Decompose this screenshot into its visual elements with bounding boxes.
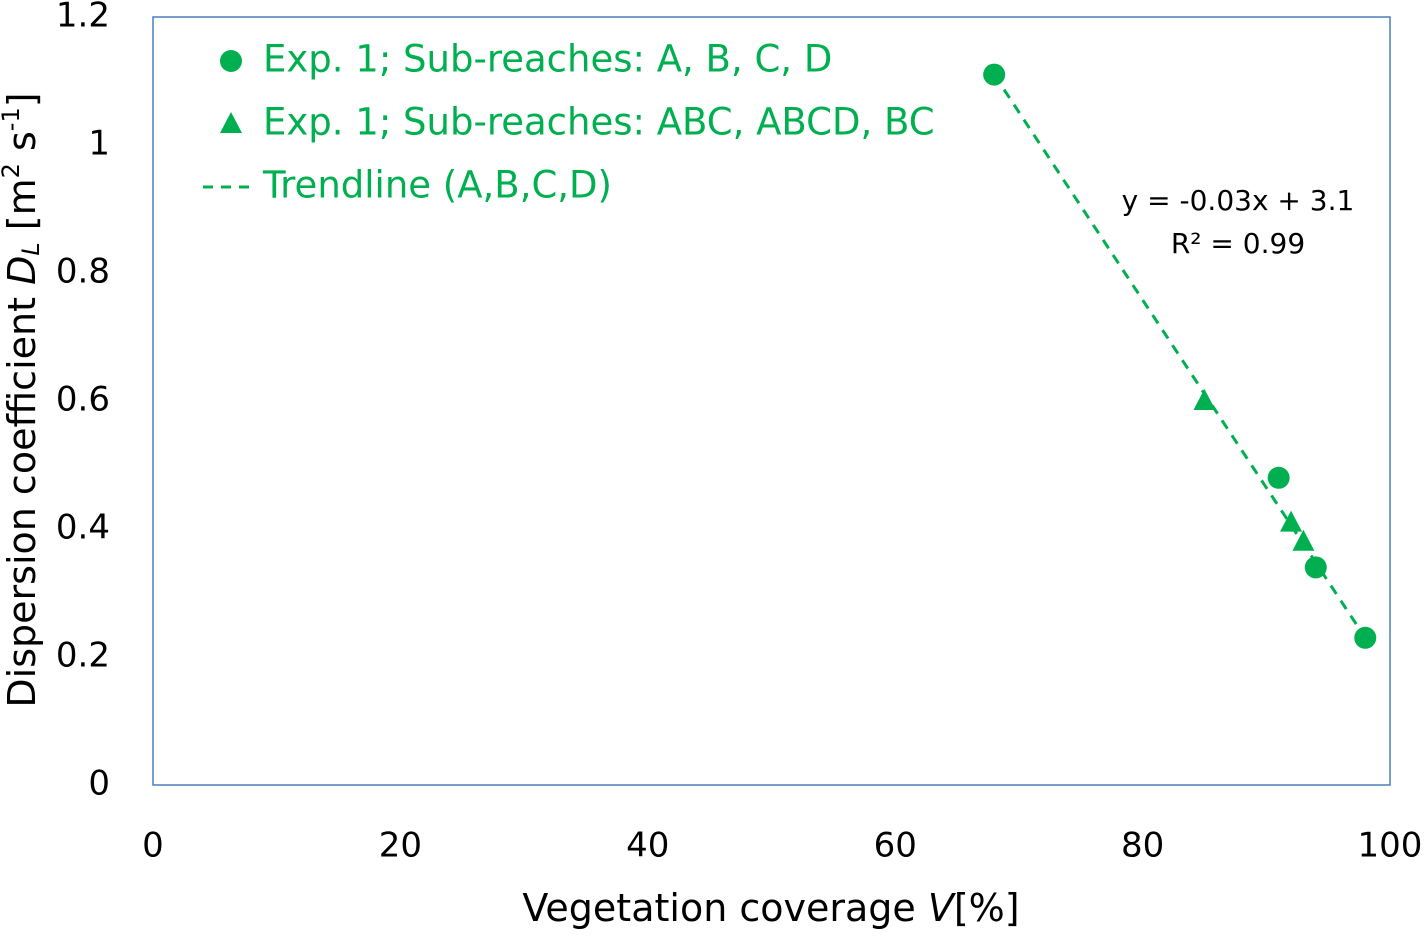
y-tick-label: 0.6 (56, 380, 110, 420)
x-label-part: [%] (954, 886, 1020, 930)
x-label-part: Vegetation coverage (522, 886, 927, 930)
y-axis-label: Dispersion coefficient DL [m2 s-1] (0, 92, 45, 707)
x-tick-label: 60 (874, 826, 917, 866)
legend-marker (220, 50, 242, 72)
point (1292, 529, 1315, 551)
y-tick-label: 1.2 (56, 0, 110, 36)
x-axis-label: Vegetation coverage V[%] (522, 886, 1019, 930)
point (1267, 466, 1290, 489)
y-tick-label: 0 (88, 764, 110, 804)
y-tick-label: 0.4 (56, 508, 110, 548)
y-label-part: L (17, 242, 45, 255)
x-tick-label: 0 (142, 826, 164, 866)
legend-label: Exp. 1; Sub-reaches: ABC, ABCD, BC (263, 101, 935, 144)
annotation: R² = 0.99 (1171, 227, 1305, 260)
x-tick-label: 40 (626, 826, 669, 866)
y-label-part: -1 (0, 107, 25, 131)
y-label-part: D (0, 256, 44, 285)
legend-label: Trendline (A,B,C,D) (262, 164, 612, 207)
x-label-part: V (928, 886, 957, 930)
x-tick-label: 100 (1358, 826, 1423, 866)
point (1193, 389, 1216, 410)
y-tick-label: 0.8 (56, 252, 110, 292)
y-tick-label: 1 (88, 124, 110, 164)
y-label-part: Dispersion coefficient (0, 285, 44, 708)
y-label-part: ] (0, 92, 44, 107)
legend-marker (220, 112, 242, 133)
trendline (992, 73, 1367, 639)
y-tick-label: 0.2 (56, 636, 110, 676)
plot-border (152, 16, 1391, 786)
y-label-part: s (0, 131, 44, 163)
point (1280, 510, 1303, 532)
x-tick-label: 20 (379, 826, 422, 866)
legend-label: Exp. 1; Sub-reaches: A, B, C, D (263, 38, 832, 81)
y-label-part: [m (0, 178, 44, 242)
annotation: y = -0.03x + 3.1 (1122, 184, 1355, 217)
y-label-part: 2 (0, 163, 25, 178)
x-tick-label: 80 (1121, 826, 1164, 866)
